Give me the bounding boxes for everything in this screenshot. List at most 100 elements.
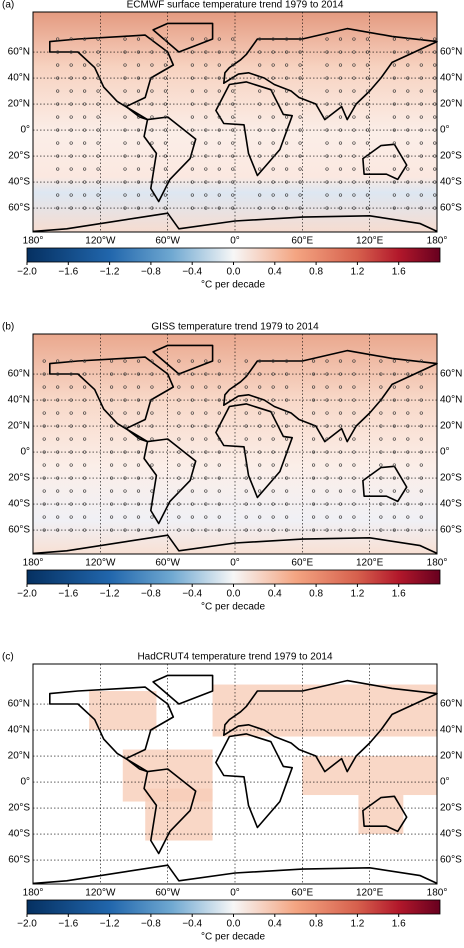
lat-label: 60°S [440, 855, 462, 866]
significance-dot [83, 476, 87, 480]
significance-dot [150, 193, 154, 197]
significance-dot [325, 115, 329, 119]
significance-dot [150, 476, 154, 480]
significance-dot [285, 424, 289, 428]
significance-dot [56, 463, 60, 467]
significance-dot [352, 463, 356, 467]
significance-dot [150, 372, 154, 376]
significance-dot [56, 206, 60, 210]
significance-dot [244, 528, 248, 532]
significance-dot [96, 37, 100, 41]
significance-dot [190, 476, 194, 480]
significance-dot [190, 206, 194, 210]
significance-dot [123, 411, 127, 415]
significance-dot [204, 489, 208, 493]
significance-dot [231, 206, 235, 210]
significance-dot [163, 50, 168, 54]
significance-dot [244, 424, 248, 428]
significance-dot [190, 193, 194, 197]
significance-dot [136, 385, 141, 389]
significance-dot [123, 385, 127, 389]
significance-dot [379, 398, 383, 402]
significance-dot [325, 398, 329, 402]
significance-dot [419, 515, 423, 519]
significance-dot [298, 37, 302, 41]
significance-dot [150, 359, 154, 363]
significance-dot [325, 385, 329, 389]
significance-dot [56, 476, 60, 480]
significance-dot [231, 193, 235, 197]
significance-dot [406, 76, 410, 80]
coastline [215, 403, 294, 499]
significance-dot [109, 424, 114, 428]
significance-dot [285, 206, 289, 210]
significance-dot [217, 63, 221, 67]
significance-dot [83, 128, 87, 132]
significance-dot [163, 37, 168, 41]
significance-dot [298, 180, 302, 184]
colorbar [26, 569, 441, 585]
lat-label: 60°N [8, 699, 30, 710]
colorbar-tick-label: 1.6 [392, 267, 406, 278]
significance-dot [244, 489, 248, 493]
significance-dot [285, 359, 289, 363]
significance-dot [83, 437, 87, 441]
colorbar-tick-label: 0.4 [268, 919, 282, 930]
significance-dot [190, 141, 194, 145]
lon-label: 180° [23, 558, 44, 569]
significance-dot [42, 463, 46, 467]
significance-dot [190, 398, 194, 402]
panel-title: HadCRUT4 temperature trend 1979 to 2014 [137, 652, 333, 663]
significance-dot [325, 89, 329, 93]
significance-dot [325, 102, 329, 106]
significance-dot [56, 89, 60, 93]
significance-dot [338, 476, 343, 480]
significance-dot [150, 502, 154, 506]
significance-dot [69, 50, 73, 54]
significance-dot [379, 502, 383, 506]
significance-dot [352, 154, 356, 158]
significance-dot [136, 193, 141, 197]
significance-dot [123, 63, 127, 67]
significance-dot [83, 359, 87, 363]
significance-dot [163, 102, 168, 106]
significance-dot [433, 128, 437, 132]
significance-dot [177, 489, 181, 493]
significance-dot [392, 385, 396, 389]
significance-dot [338, 528, 343, 532]
significance-dot [311, 489, 316, 493]
significance-dot [190, 128, 194, 132]
significance-dot [204, 154, 208, 158]
significance-dot [123, 89, 127, 93]
map-frame [32, 663, 438, 885]
significance-dot [338, 180, 343, 184]
lat-label: 0° [20, 125, 30, 136]
significance-dot [177, 450, 181, 454]
significance-dot [258, 398, 262, 402]
significance-dot [271, 115, 275, 119]
lat-label: 0° [440, 125, 450, 136]
significance-dot [419, 76, 423, 80]
significance-dot [190, 515, 194, 519]
colorbar-tick-label: −1.6 [58, 267, 78, 278]
significance-dot [109, 463, 114, 467]
significance-dot [258, 437, 262, 441]
significance-dot [352, 102, 356, 106]
significance-dot [352, 63, 356, 67]
significance-dot [419, 102, 423, 106]
lon-label: 180° [427, 236, 448, 247]
significance-dot [231, 115, 235, 119]
coastline [143, 768, 197, 855]
significance-dot [285, 63, 289, 67]
colorbar-tick-label: 0.8 [309, 919, 323, 930]
significance-dot [352, 359, 356, 363]
colorbar-tick-label: 1.2 [350, 267, 364, 278]
significance-dot [83, 463, 87, 467]
significance-dot [338, 437, 343, 441]
colorbar-tick-label: −0.8 [141, 589, 161, 600]
significance-dot [392, 502, 396, 506]
significance-dot [285, 476, 289, 480]
significance-dot [69, 359, 73, 363]
significance-dot [150, 63, 154, 67]
significance-dot [56, 372, 60, 376]
